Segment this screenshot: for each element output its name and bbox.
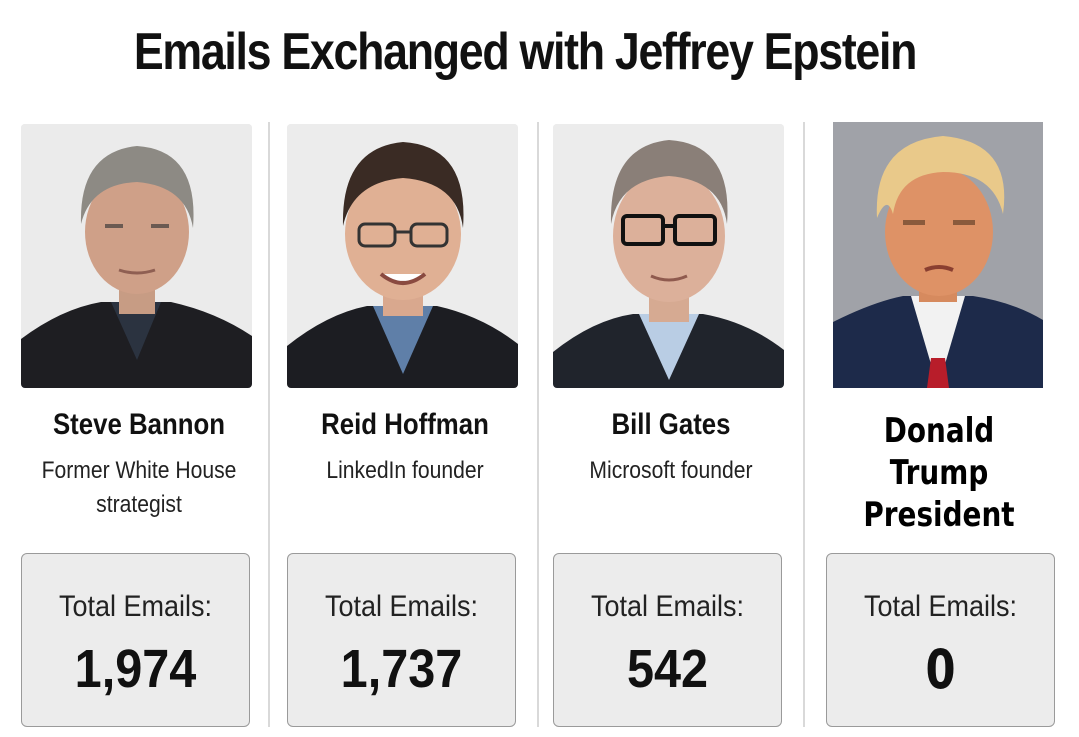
person-name-and-role: Donald Trump President	[842, 410, 1036, 536]
email-count-label: Total Emails:	[590, 590, 745, 623]
person-card-bannon: Steve Bannon Former White House strategi…	[21, 0, 257, 737]
email-count-box: Total Emails: 542	[553, 553, 782, 727]
email-count-label: Total Emails:	[863, 590, 1018, 623]
person-role: President	[863, 495, 1015, 535]
role-line: strategist	[96, 491, 182, 518]
portrait-photo	[833, 122, 1043, 388]
column-divider	[803, 122, 805, 727]
email-count-box: Total Emails: 0	[826, 553, 1055, 727]
portrait-photo	[21, 124, 252, 388]
role-line: Former White House	[41, 457, 237, 484]
email-count-label: Total Emails:	[324, 590, 479, 623]
email-count-label: Total Emails:	[58, 590, 213, 623]
person-card-hoffman: Reid Hoffman LinkedIn founder Total Emai…	[287, 0, 523, 737]
person-name: Bill Gates	[611, 408, 731, 441]
role-line: LinkedIn founder	[326, 457, 484, 484]
person-name: Reid Hoffman	[321, 408, 489, 441]
email-count-value: 542	[626, 639, 709, 699]
email-count-value: 1,974	[74, 639, 197, 699]
email-count-value: 1,737	[340, 639, 463, 699]
person-card-gates: Bill Gates Microsoft founder Total Email…	[553, 0, 789, 737]
person-name: Steve Bannon	[52, 408, 226, 441]
person-card-trump: Donald Trump President Total Emails: 0	[821, 0, 1057, 737]
person-role: Microsoft founder	[567, 454, 775, 488]
person-role: LinkedIn founder	[301, 454, 509, 488]
role-line: Microsoft founder	[589, 457, 753, 484]
person-name: Donald Trump	[883, 411, 995, 493]
page-title: Emails Exchanged with Jeffrey Epstein	[133, 23, 918, 81]
column-divider	[537, 122, 539, 727]
column-divider	[268, 122, 270, 727]
person-role: Former White House strategist	[35, 454, 243, 522]
portrait-photo	[553, 124, 784, 388]
email-count-box: Total Emails: 1,974	[21, 553, 250, 727]
email-count-value: 0	[925, 638, 956, 701]
email-count-box: Total Emails: 1,737	[287, 553, 516, 727]
portrait-photo	[287, 124, 518, 388]
